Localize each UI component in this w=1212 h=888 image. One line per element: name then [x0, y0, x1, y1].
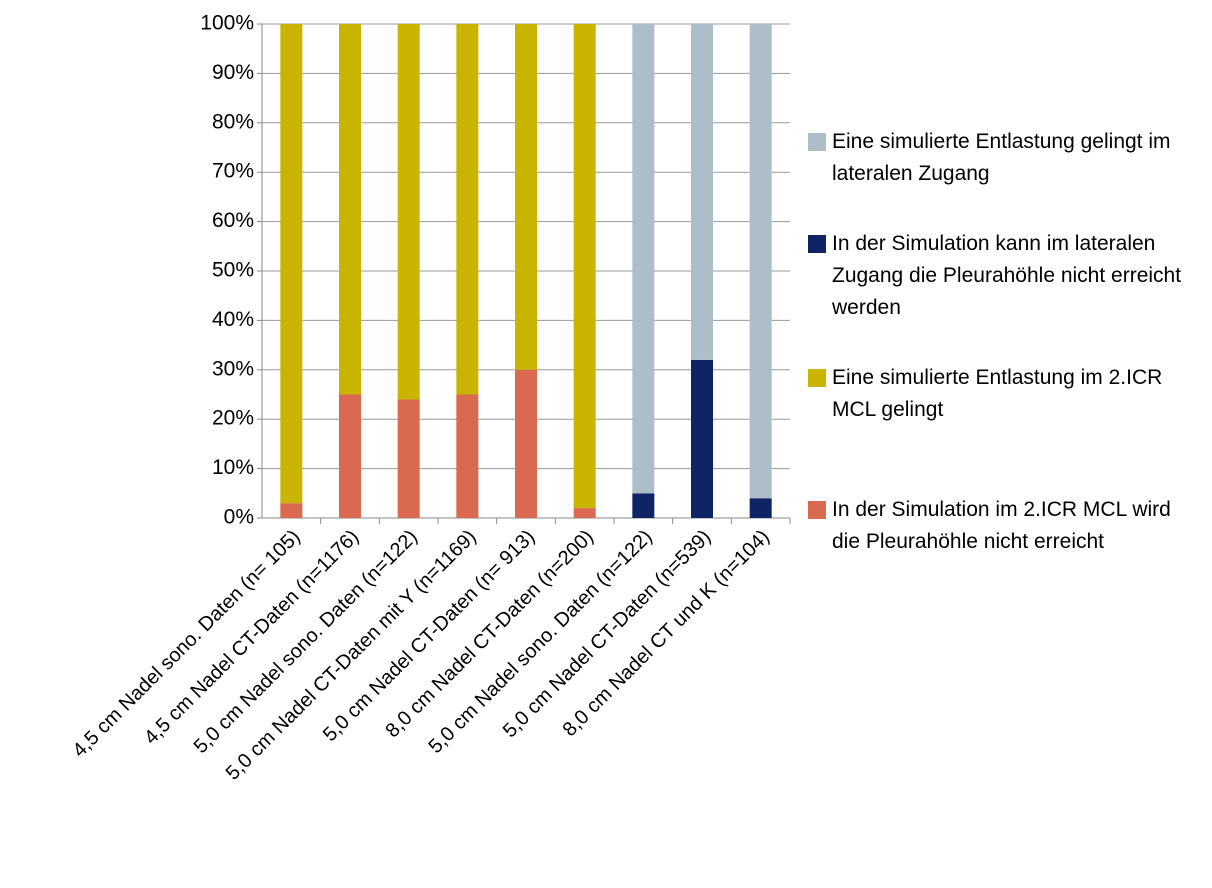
y-tick-label: 90% — [212, 61, 254, 84]
bar-segment — [339, 24, 361, 395]
bar-segment — [397, 24, 420, 400]
bar-segment — [749, 24, 772, 499]
bar-segment — [397, 399, 420, 518]
bar-segment — [573, 24, 596, 509]
legend-swatch — [808, 235, 826, 253]
legend-label: In der Simulation kann im lateralen Zuga… — [832, 232, 1182, 319]
bar-segment — [691, 24, 713, 360]
legend-item: In der Simulation im 2.ICR MCL wird die … — [808, 494, 1198, 558]
legend-swatch — [808, 369, 826, 387]
y-tick-label: 40% — [212, 308, 254, 331]
legend-swatch — [808, 501, 826, 519]
y-tick-label: 60% — [212, 209, 254, 232]
legend-label: Eine simulierte Entlastung gelingt im la… — [832, 130, 1171, 185]
y-tick-label: 70% — [212, 160, 254, 183]
bar-segment — [515, 369, 537, 518]
y-tick-label: 80% — [212, 110, 254, 133]
bar-segment — [691, 359, 713, 518]
legend-item: Eine simulierte Entlastung gelingt im la… — [808, 126, 1198, 190]
legend-item: Eine simulierte Entlastung im 2.ICR MCL … — [808, 362, 1198, 426]
y-tick-label: 20% — [212, 407, 254, 430]
bar-segment — [280, 503, 303, 518]
x-tick-label: 8,0 cm Nadel CT-Daten (n=200) — [382, 526, 598, 742]
bar-segment — [456, 394, 479, 518]
bar-segment — [749, 498, 772, 518]
bar-segment — [280, 24, 303, 504]
x-tick-label: 5,0 cm Nadel CT-Daten (n=539) — [499, 526, 715, 742]
y-tick-label: 100% — [200, 12, 254, 35]
y-tick-label: 0% — [224, 506, 254, 529]
bar-segment — [339, 394, 361, 518]
bar-segment — [456, 24, 479, 395]
legend-swatch — [808, 133, 826, 151]
bar-segment — [632, 493, 655, 518]
x-tick-label: 4,5 cm Nadel CT-Daten (n=1176) — [140, 526, 363, 749]
legend-item: In der Simulation kann im lateralen Zuga… — [808, 228, 1198, 324]
legend-label: Eine simulierte Entlastung im 2.ICR MCL … — [832, 366, 1163, 421]
y-tick-label: 50% — [212, 259, 254, 282]
bar-segment — [632, 24, 655, 494]
legend-label: In der Simulation im 2.ICR MCL wird die … — [832, 498, 1171, 553]
bar-segment — [573, 508, 596, 518]
x-tick-label: 5,0 cm Nadel CT-Daten (n= 913) — [319, 526, 539, 746]
y-tick-label: 10% — [212, 456, 254, 479]
bar-segment — [515, 24, 537, 370]
y-tick-label: 30% — [212, 357, 254, 380]
